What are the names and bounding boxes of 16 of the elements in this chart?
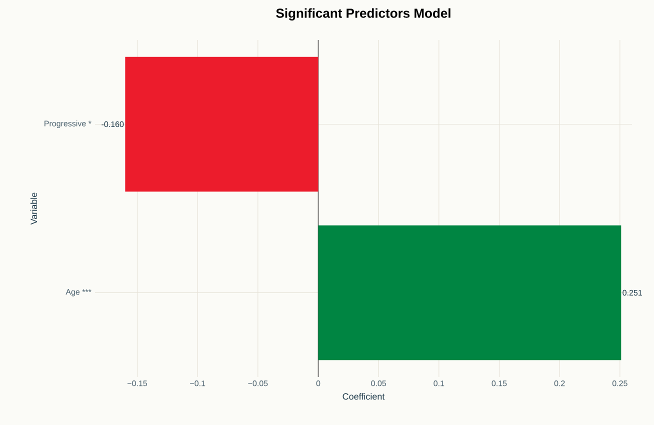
x-tick-label: 0.25 bbox=[612, 380, 628, 386]
x-tick-label: 0.05 bbox=[371, 380, 386, 386]
x-axis-title: Coefficient bbox=[342, 393, 385, 400]
x-tick-label: −0.1 bbox=[190, 380, 206, 386]
x-tick-label: 0.1 bbox=[434, 380, 444, 386]
x-tick-label: 0 bbox=[316, 380, 320, 386]
x-tick-label: −0.15 bbox=[128, 380, 148, 386]
y-tick-label: Age *** bbox=[66, 289, 92, 296]
x-tick-label: −0.05 bbox=[248, 380, 268, 386]
y-axis-title: Variable bbox=[30, 192, 38, 225]
chart-title: Significant Predictors Model bbox=[276, 8, 450, 20]
y-tick-label: Progressive * bbox=[44, 120, 92, 128]
x-tick-label: 0.15 bbox=[492, 380, 507, 386]
data-label: -0.160 bbox=[102, 121, 124, 128]
x-tick-label: 0.2 bbox=[554, 380, 565, 386]
data-label: 0.251 bbox=[622, 290, 642, 296]
